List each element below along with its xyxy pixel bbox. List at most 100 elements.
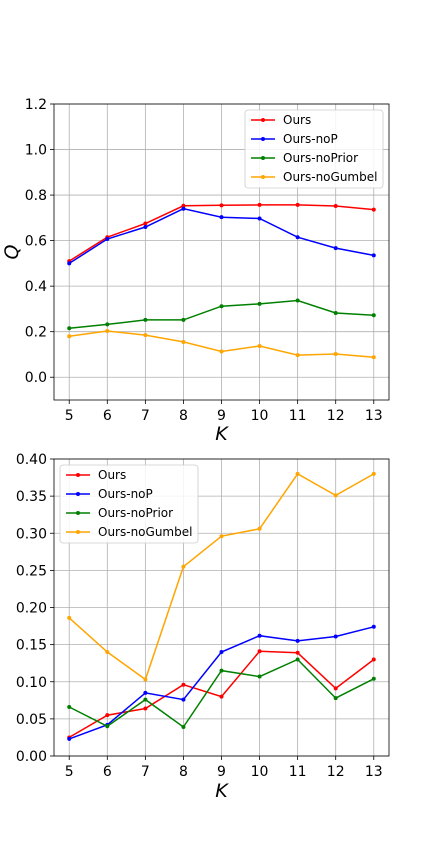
data-point: [181, 339, 186, 344]
data-point: [67, 704, 72, 709]
data-point: [67, 326, 72, 331]
data-point: [219, 694, 224, 699]
y-tick-label: 0.30: [16, 526, 47, 542]
data-point: [333, 352, 338, 357]
x-axis-label: K: [215, 423, 229, 445]
series-Ours-noPrior: [67, 298, 376, 331]
data-point: [219, 215, 224, 220]
y-tick-label: 0.8: [25, 188, 47, 204]
y-tick-label: 1.2: [25, 97, 47, 113]
data-point: [181, 206, 186, 211]
data-point: [295, 202, 300, 207]
x-tick-label: 7: [141, 764, 150, 780]
data-point: [295, 657, 300, 662]
legend-box: [244, 109, 384, 189]
data-point: [333, 246, 338, 251]
y-tick-label: 0.05: [16, 712, 47, 728]
data-point: [143, 697, 148, 702]
data-point: [67, 261, 72, 266]
legend: Ours Ours-noP Ours-noPrior Ours-noGumbel: [59, 464, 199, 544]
data-point: [257, 344, 262, 349]
legend-entry-Ours: Ours: [283, 113, 311, 127]
data-point: [219, 668, 224, 673]
y-tick-label: 0.35: [16, 489, 47, 505]
data-point: [333, 493, 338, 498]
data-point: [333, 634, 338, 639]
data-point: [333, 311, 338, 316]
legend-swatch-marker: [76, 473, 80, 477]
data-point: [105, 329, 110, 334]
data-point: [143, 221, 148, 226]
data-point: [219, 650, 224, 655]
y-tick-label: 0.00: [16, 749, 47, 765]
x-tick-label: 10: [251, 408, 269, 424]
legend-entry-Ours-noP: Ours-noP: [98, 487, 153, 501]
legend: Ours Ours-noP Ours-noPrior Ours-noGumbel: [244, 109, 384, 189]
x-tick-label: 11: [289, 764, 307, 780]
x-tick-label: 6: [103, 408, 112, 424]
data-point: [105, 724, 110, 729]
y-tick-label: 1.0: [25, 143, 47, 159]
data-point: [105, 237, 110, 242]
series-Ours-noGumbel: [67, 329, 376, 360]
x-tick-label: 13: [365, 764, 383, 780]
data-point: [295, 638, 300, 643]
data-point: [371, 471, 376, 476]
data-point: [257, 216, 262, 221]
legend-swatch-marker: [76, 492, 80, 496]
x-tick-label: 8: [179, 764, 188, 780]
data-point: [371, 624, 376, 629]
data-point: [371, 676, 376, 681]
x-tick-label: 8: [179, 408, 188, 424]
legend-entry-Ours-noPrior: Ours-noPrior: [283, 151, 358, 165]
data-point: [371, 253, 376, 258]
series-Ours: [67, 202, 376, 264]
data-point: [257, 633, 262, 638]
data-point: [295, 298, 300, 303]
data-point: [67, 736, 72, 741]
y-tick-label: 0.10: [16, 675, 47, 691]
x-tick-label: 9: [217, 764, 226, 780]
data-point: [333, 686, 338, 691]
legend-swatch-marker: [261, 175, 265, 179]
data-point: [295, 235, 300, 240]
data-point: [257, 674, 262, 679]
data-point: [181, 564, 186, 569]
data-point: [257, 649, 262, 654]
data-point: [181, 697, 186, 702]
x-tick-label: 5: [65, 408, 74, 424]
data-point: [371, 207, 376, 212]
legend-entry-Ours-noPrior: Ours-noPrior: [98, 506, 173, 520]
legend-entry-Ours-noGumbel: Ours-noGumbel: [283, 170, 377, 184]
y-tick-label: 0.4: [25, 279, 47, 295]
data-point: [219, 534, 224, 539]
legend-box: [59, 464, 199, 544]
data-point: [181, 725, 186, 730]
data-point: [181, 203, 186, 208]
legend-swatch-marker: [261, 137, 265, 141]
data-point: [105, 322, 110, 327]
data-point: [105, 650, 110, 655]
legend-entry-Ours-noGumbel: Ours-noGumbel: [98, 525, 192, 539]
x-tick-label: 5: [65, 764, 74, 780]
series-Ours-noGumbel: [67, 471, 376, 682]
series-Ours-noP: [67, 206, 376, 266]
y-tick-label: 0.40: [16, 452, 47, 468]
legend-swatch-marker: [261, 156, 265, 160]
y-tick-label: 0.2: [25, 325, 47, 341]
x-tick-label: 9: [217, 408, 226, 424]
y-axis-label: Q: [1, 244, 23, 259]
data-point: [67, 334, 72, 339]
data-point: [143, 224, 148, 229]
y-tick-label: 0.0: [25, 370, 47, 386]
data-point: [333, 696, 338, 701]
chart-panel-1: 5 6 7 8 9 10 11 12 13 0.0 0.2 0.4 0.6 0.8 1.0 1.2 K Q Ours…: [1, 97, 390, 445]
data-point: [181, 317, 186, 322]
data-point: [219, 304, 224, 309]
data-point: [295, 471, 300, 476]
x-axis-label: K: [215, 780, 229, 802]
data-point: [295, 650, 300, 655]
x-tick-label: 10: [251, 764, 269, 780]
data-point: [143, 706, 148, 711]
